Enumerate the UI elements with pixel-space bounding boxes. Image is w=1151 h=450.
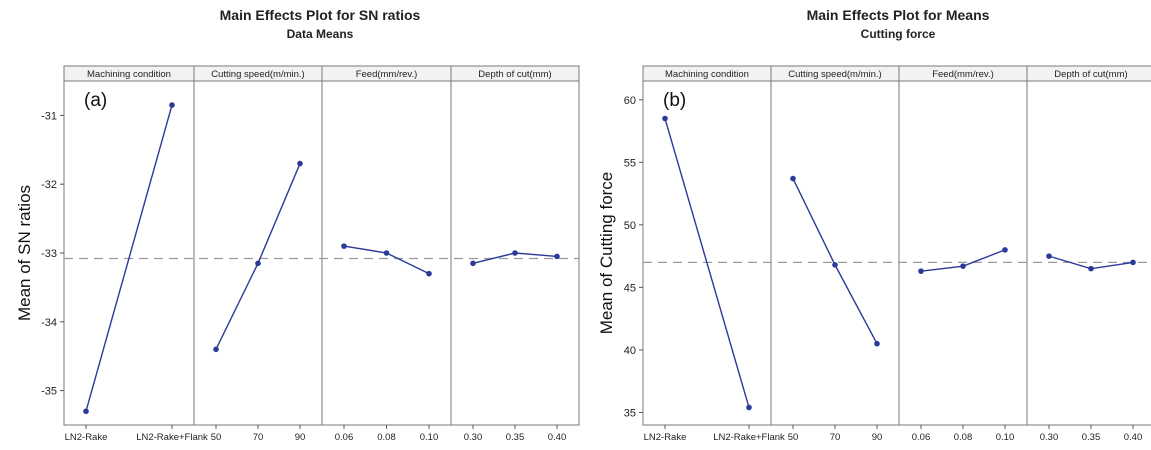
data-point — [1046, 253, 1052, 259]
x-tick-label: 90 — [872, 432, 883, 443]
panel-title: Machining condition — [87, 69, 171, 80]
data-point — [83, 408, 89, 415]
x-tick-label: LN2-Rake+Flank — [136, 432, 208, 443]
x-tick-label: 0.08 — [377, 432, 396, 443]
data-point — [918, 268, 924, 274]
x-tick-label: 0.35 — [1082, 432, 1101, 443]
y-axis-label: Mean of SN ratios — [15, 185, 34, 321]
panel-title: Feed(mm/rev.) — [932, 69, 994, 80]
chart-subtitle: Cutting force — [861, 27, 936, 41]
chart-title: Main Effects Plot for SN ratios — [220, 7, 421, 23]
chart-subtitle: Data Means — [287, 27, 354, 41]
x-tick-label: 50 — [211, 432, 222, 443]
data-point — [1130, 259, 1136, 266]
data-point — [213, 346, 219, 353]
data-point — [554, 253, 560, 260]
y-tick-label: 40 — [624, 345, 636, 357]
y-tick-label: 60 — [624, 95, 636, 107]
x-tick-label: 0.40 — [1124, 432, 1143, 443]
x-tick-label: 50 — [788, 432, 799, 443]
x-tick-label: 0.06 — [912, 432, 931, 443]
data-point — [470, 260, 476, 267]
series-line — [215, 163, 301, 350]
x-tick-label: 0.30 — [464, 432, 483, 443]
x-tick-label: LN2-Rake+Flank — [713, 432, 785, 443]
y-tick-label: 50 — [624, 220, 636, 232]
panel-title: Cutting speed(m/min.) — [211, 69, 304, 80]
y-tick-label: 45 — [624, 282, 636, 294]
x-tick-label: 0.40 — [548, 432, 567, 443]
series-line — [664, 118, 750, 408]
panel-title: Cutting speed(m/min.) — [788, 69, 881, 80]
y-axis-label: Mean of Cutting force — [597, 172, 616, 335]
plot-frame — [642, 80, 1151, 426]
x-tick-label: LN2-Rake — [65, 432, 108, 443]
y-tick-label: -34 — [41, 317, 57, 329]
data-point — [512, 250, 518, 256]
y-tick-label: 55 — [624, 157, 636, 169]
y-tick-label: -33 — [41, 248, 57, 260]
panel-title: Feed(mm/rev.) — [356, 69, 418, 80]
data-point — [874, 340, 880, 347]
data-point — [297, 160, 303, 167]
chart-title: Main Effects Plot for Means — [807, 7, 990, 23]
data-point — [255, 260, 261, 267]
data-point — [662, 115, 668, 122]
data-point — [1088, 265, 1094, 272]
data-point — [1002, 247, 1008, 253]
data-point — [832, 262, 838, 268]
panel-label: (b) — [663, 90, 686, 111]
y-tick-label: -32 — [41, 179, 57, 191]
x-tick-label: 90 — [295, 432, 306, 443]
y-tick-label: 35 — [624, 407, 636, 419]
x-tick-label: 0.10 — [420, 432, 439, 443]
panel-title: Depth of cut(mm) — [1054, 69, 1127, 80]
data-point — [383, 250, 390, 256]
x-tick-label: LN2-Rake — [644, 432, 687, 443]
series-line — [85, 104, 173, 412]
panel-label: (a) — [84, 90, 107, 111]
data-point — [169, 102, 175, 108]
x-tick-label: 0.10 — [996, 432, 1015, 443]
x-tick-label: 70 — [830, 432, 841, 443]
x-tick-label: 0.06 — [335, 432, 354, 443]
data-point — [426, 270, 432, 277]
y-tick-label: -35 — [41, 386, 57, 398]
data-point — [746, 404, 752, 411]
data-point — [790, 175, 796, 182]
x-tick-label: 0.35 — [506, 432, 525, 443]
data-point — [960, 263, 966, 269]
y-tick-label: -31 — [41, 110, 57, 122]
panel-title: Depth of cut(mm) — [478, 69, 551, 80]
x-tick-label: 0.08 — [954, 432, 973, 443]
series-line — [792, 178, 878, 345]
data-point — [341, 243, 347, 249]
x-tick-label: 70 — [253, 432, 264, 443]
panel-title: Machining condition — [665, 69, 749, 80]
x-tick-label: 0.30 — [1040, 432, 1059, 443]
